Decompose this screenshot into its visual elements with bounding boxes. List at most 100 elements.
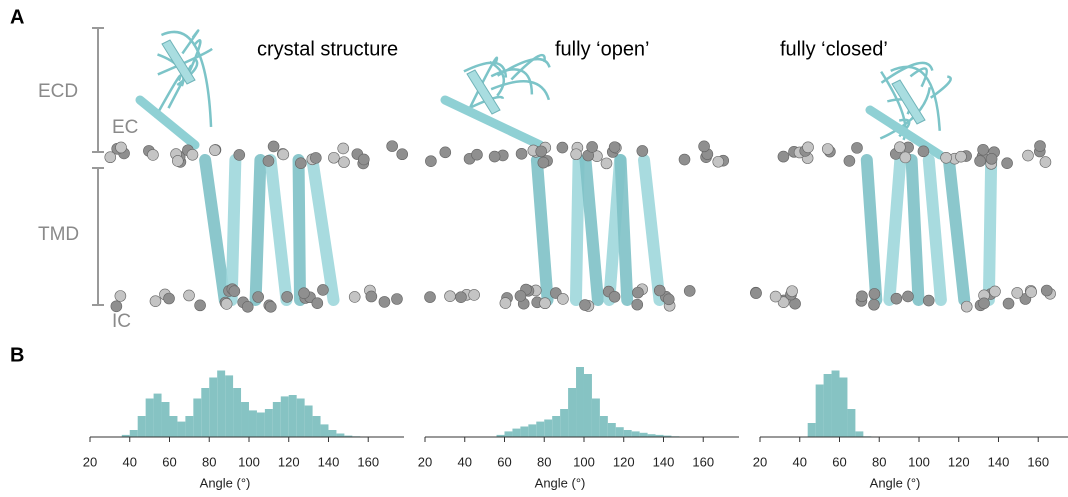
histogram-bar	[288, 395, 297, 437]
lipid-head	[899, 151, 912, 164]
lipid-head	[499, 297, 512, 309]
lipid-head	[535, 145, 547, 158]
x-tick-label: 60	[832, 454, 846, 469]
histogram-bar	[823, 374, 832, 437]
region-label: ECD	[38, 81, 78, 102]
histogram-bar	[296, 398, 305, 437]
lipid-head	[922, 294, 935, 307]
lipid-head	[233, 149, 246, 161]
protein-loop	[463, 61, 508, 78]
histogram-bar	[647, 434, 656, 437]
protein-helix	[638, 154, 666, 306]
lipid-head	[425, 155, 437, 167]
lipid-head	[277, 148, 290, 161]
x-tick-label: 60	[162, 454, 176, 469]
histogram-bar	[280, 396, 289, 437]
region-brackets	[92, 27, 104, 306]
histogram-bar	[599, 416, 608, 437]
histogram-bar	[177, 421, 186, 437]
lipid-head	[977, 143, 989, 156]
protein-loop	[154, 74, 182, 119]
lipid-head	[632, 286, 644, 299]
lipid-head	[110, 300, 123, 313]
histogram-bar	[185, 416, 194, 437]
protein-helix	[440, 95, 545, 150]
x-tick-label: 20	[83, 454, 97, 469]
histogram-bar	[568, 388, 577, 437]
lipid-head	[978, 297, 990, 310]
x-tick-label: 20	[753, 454, 767, 469]
lipid-head	[338, 156, 350, 168]
lipid-head	[940, 151, 952, 164]
protein-loop	[909, 67, 929, 88]
lipid-head	[586, 141, 598, 153]
histogram-bar	[807, 423, 816, 437]
lipid-head	[683, 285, 696, 297]
lipid-head	[1039, 156, 1052, 168]
lipid-head	[712, 155, 725, 168]
histogram-bar	[560, 409, 569, 437]
histogram-bar	[591, 398, 600, 437]
x-tick-label: 40	[123, 454, 137, 469]
histogram-bar	[320, 424, 329, 437]
histogram-bar	[623, 430, 632, 437]
histogram-bar	[193, 398, 202, 437]
x-tick-label: 60	[497, 454, 511, 469]
lipid-head	[348, 291, 361, 303]
histogram-bar	[552, 416, 561, 437]
lipid-head	[378, 296, 391, 308]
region-label: TMD	[38, 224, 79, 245]
lipid-head	[515, 147, 528, 160]
protein-loop	[880, 61, 934, 84]
protein-helix	[135, 95, 200, 150]
lipid-head	[537, 156, 550, 169]
x-tick-label: 40	[793, 454, 807, 469]
lipid-head	[171, 155, 184, 167]
lipid-head	[843, 155, 856, 167]
lipid-head	[317, 284, 329, 296]
lipid-head	[262, 155, 275, 167]
histogram-bar	[576, 367, 584, 437]
protein-helix	[569, 154, 585, 306]
histogram-bar	[607, 423, 616, 437]
histogram-bar	[153, 393, 162, 437]
histogram-bar	[272, 402, 281, 437]
protein-sheet	[891, 79, 926, 125]
lipid-head	[856, 290, 868, 303]
protein-helix	[264, 154, 293, 306]
lipid-head	[310, 152, 322, 164]
x-tick-label: 120	[948, 454, 970, 469]
lipid-head	[636, 145, 649, 157]
histogram-bar	[536, 421, 545, 437]
protein-helix	[292, 154, 307, 306]
histogram-bar	[815, 384, 824, 437]
protein-loop	[160, 30, 213, 128]
lipid-head	[337, 142, 350, 155]
protein-loop	[890, 65, 941, 131]
histogram-bar	[161, 402, 170, 437]
histogram-bar	[169, 416, 178, 437]
protein-helix	[579, 154, 604, 306]
histogram-bar	[145, 398, 154, 437]
lipid-head	[391, 293, 403, 305]
lipid-head	[985, 153, 998, 165]
lipid-head	[147, 149, 159, 161]
x-axis-label: Angle (°)	[200, 475, 251, 490]
structure-title: fully ‘closed’	[780, 38, 888, 60]
x-tick-label: 100	[573, 454, 595, 469]
lipid-head	[281, 291, 293, 303]
histogram-bar	[655, 434, 664, 437]
protein-helix	[249, 154, 267, 306]
histogram-bar	[512, 428, 521, 437]
lipid-head	[358, 153, 370, 166]
lipid-head	[396, 148, 409, 161]
lipid-head	[1001, 157, 1013, 169]
lipid-head	[1002, 297, 1015, 310]
histogram-bar	[631, 431, 640, 437]
lipid-head	[386, 140, 398, 152]
panel-label: A	[10, 6, 24, 28]
lipid-head	[868, 298, 880, 311]
protein-loop	[176, 57, 199, 87]
histogram-bar	[615, 427, 624, 437]
histogram-bar	[209, 377, 218, 437]
